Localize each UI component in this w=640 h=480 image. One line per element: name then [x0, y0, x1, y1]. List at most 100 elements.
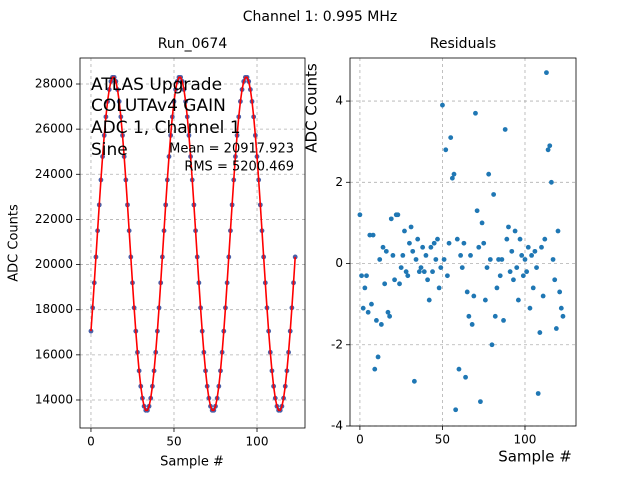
data-point	[539, 244, 544, 250]
data-point	[553, 326, 559, 331]
data-point	[487, 257, 493, 262]
data-point	[451, 171, 457, 177]
y-tick-label: 14000	[35, 392, 73, 406]
data-point	[421, 269, 427, 275]
data-point	[474, 208, 480, 214]
data-point	[464, 289, 470, 295]
data-point	[466, 313, 472, 319]
data-point	[383, 248, 389, 254]
data-point	[537, 330, 543, 335]
data-point	[496, 257, 501, 262]
y-tick-label: 2	[335, 175, 343, 189]
data-point	[415, 236, 421, 242]
data-point	[390, 253, 396, 258]
data-point	[433, 257, 439, 262]
data-point	[395, 212, 401, 218]
data-point	[416, 269, 422, 275]
data-point	[430, 269, 435, 275]
annotation: Mean = 20917.923	[169, 142, 294, 157]
data-point	[426, 297, 432, 303]
data-point	[529, 253, 534, 258]
data-point	[527, 305, 533, 311]
data-point	[438, 265, 444, 270]
data-point	[478, 399, 483, 405]
data-point	[374, 317, 379, 323]
annotation: ATLAS Upgrade	[91, 75, 222, 95]
y-tick-label: 22000	[35, 212, 73, 226]
axes-frame	[79, 57, 306, 429]
data-point	[411, 378, 417, 384]
data-point	[509, 248, 515, 254]
y-axis-label: ADC Counts	[303, 63, 321, 153]
data-point	[520, 273, 526, 279]
data-point	[410, 248, 416, 254]
data-point	[481, 240, 487, 246]
x-tick-label: 50	[435, 433, 450, 447]
data-point	[558, 305, 564, 311]
data-point	[479, 220, 485, 226]
data-point	[385, 309, 391, 315]
x-tick-label: 0	[87, 435, 95, 449]
data-point	[453, 407, 459, 413]
data-point	[403, 269, 409, 275]
y-tick-label: 18000	[35, 302, 73, 316]
data-point	[423, 253, 429, 258]
axes-title: Run_0674	[158, 36, 228, 52]
data-point	[402, 228, 407, 234]
data-point	[463, 374, 468, 380]
data-point	[382, 281, 388, 287]
data-point	[375, 354, 381, 360]
data-point	[362, 285, 368, 291]
data-point	[461, 240, 467, 246]
data-point	[534, 265, 539, 270]
data-point	[469, 322, 475, 327]
y-tick-label: 26000	[35, 122, 73, 136]
data-point	[535, 391, 541, 396]
data-point	[540, 293, 546, 299]
axes-frame	[349, 57, 577, 427]
data-point	[458, 253, 464, 258]
data-point	[372, 366, 378, 372]
data-point	[549, 179, 554, 185]
data-point	[370, 232, 376, 238]
data-point	[292, 254, 298, 260]
data-point	[377, 257, 383, 262]
data-point	[499, 257, 505, 262]
data-point	[357, 212, 363, 218]
data-point	[473, 110, 478, 116]
data-point	[405, 273, 411, 279]
data-point	[418, 265, 424, 270]
data-point	[497, 273, 503, 279]
data-point	[545, 147, 551, 153]
data-point	[552, 277, 558, 283]
data-point	[512, 228, 518, 234]
y-tick-label: 20000	[35, 257, 73, 271]
annotation: COLUTAv4 GAIN	[91, 96, 226, 116]
axes-title: Residuals	[430, 36, 496, 52]
data-point	[367, 232, 373, 238]
x-tick-label: 0	[356, 433, 364, 447]
data-point	[484, 265, 490, 270]
data-point	[486, 171, 492, 177]
data-point	[530, 285, 536, 291]
y-tick-label: 24000	[35, 167, 73, 181]
data-point	[468, 253, 473, 258]
y-tick-label: 0	[335, 256, 343, 270]
annotation: Sine	[91, 140, 128, 160]
data-point	[454, 236, 460, 242]
data-point	[507, 269, 513, 275]
data-point	[413, 257, 419, 262]
data-point	[555, 228, 561, 234]
data-point	[459, 265, 465, 270]
data-point	[380, 244, 386, 250]
data-point	[517, 236, 523, 242]
data-point	[501, 317, 506, 323]
x-tick-label: 50	[166, 435, 181, 449]
data-point	[519, 253, 525, 258]
data-point	[397, 281, 402, 287]
data-point	[557, 289, 563, 295]
data-point	[446, 240, 452, 246]
data-point	[471, 293, 477, 299]
data-point	[506, 224, 511, 230]
